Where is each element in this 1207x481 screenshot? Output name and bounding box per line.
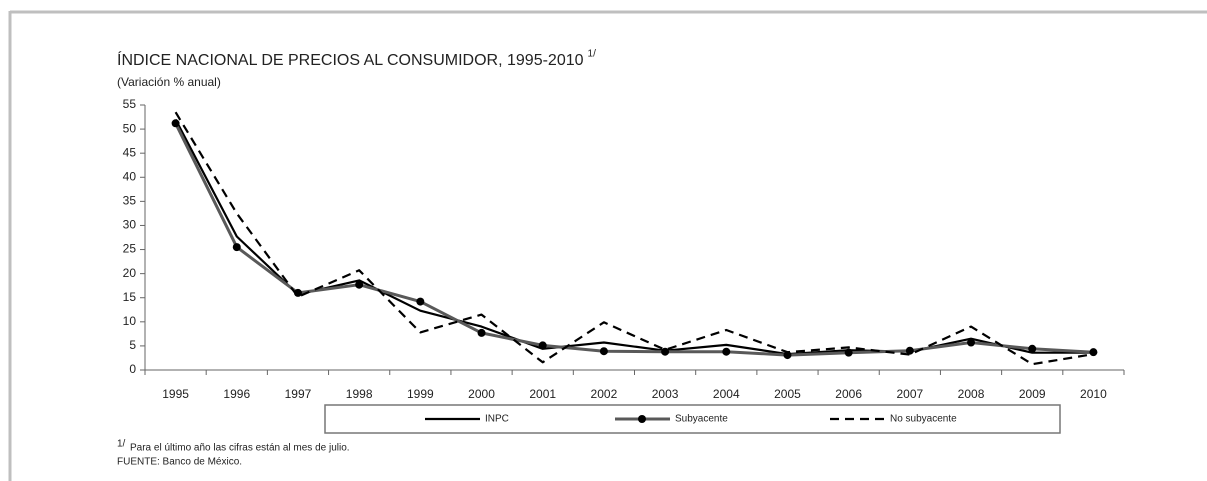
series-marker bbox=[1028, 344, 1037, 353]
series-marker bbox=[844, 348, 853, 357]
y-tick-label: 10 bbox=[123, 314, 137, 328]
series-line bbox=[174, 111, 1094, 366]
y-tick-label: 30 bbox=[123, 218, 137, 232]
x-tick-label: 2006 bbox=[835, 387, 862, 401]
x-tick-label: 1998 bbox=[346, 387, 373, 401]
x-tick-label: 2005 bbox=[774, 387, 801, 401]
series-line bbox=[174, 122, 1094, 357]
y-tick-label: 40 bbox=[123, 169, 137, 183]
chart-title: ÍNDICE NACIONAL DE PRECIOS AL CONSUMIDOR… bbox=[117, 50, 584, 69]
footnote: Para el último año las cifras están al m… bbox=[130, 443, 350, 454]
x-tick-label: 2001 bbox=[529, 387, 556, 401]
x-tick-label: 2010 bbox=[1080, 387, 1107, 401]
x-tick-label: 2008 bbox=[958, 387, 985, 401]
series-marker bbox=[477, 328, 486, 337]
series-marker bbox=[661, 347, 670, 356]
y-tick-label: 15 bbox=[123, 290, 137, 304]
footnote-marker: 1/ bbox=[117, 439, 126, 450]
x-tick-label: 1996 bbox=[223, 387, 250, 401]
legend-marker bbox=[638, 415, 646, 423]
x-tick-label: 2007 bbox=[896, 387, 923, 401]
legend-label: INPC bbox=[485, 414, 509, 425]
y-tick-label: 20 bbox=[123, 266, 137, 280]
y-tick-label: 45 bbox=[123, 145, 137, 159]
series-marker bbox=[416, 297, 425, 306]
series-marker bbox=[905, 346, 914, 355]
y-tick-label: 35 bbox=[123, 194, 137, 208]
source: FUENTE: Banco de México. bbox=[117, 457, 242, 468]
series-marker bbox=[232, 243, 241, 252]
legend-label: No subyacente bbox=[890, 414, 957, 425]
y-tick-label: 0 bbox=[129, 362, 136, 376]
title-note: 1/ bbox=[588, 49, 597, 60]
chart-subtitle: (Variación % anual) bbox=[117, 75, 221, 89]
series-marker bbox=[355, 280, 364, 289]
series-marker bbox=[538, 341, 547, 350]
series-marker bbox=[599, 347, 608, 356]
x-tick-label: 2003 bbox=[652, 387, 679, 401]
series-marker bbox=[967, 338, 976, 347]
x-tick-label: 1999 bbox=[407, 387, 434, 401]
y-tick-label: 25 bbox=[123, 242, 137, 256]
x-tick-label: 1995 bbox=[162, 387, 189, 401]
series-marker bbox=[1089, 348, 1098, 357]
legend-box bbox=[324, 404, 1061, 434]
series-marker bbox=[722, 347, 731, 356]
x-tick-label: 2000 bbox=[468, 387, 495, 401]
series-marker bbox=[171, 119, 180, 128]
x-tick-label: 2004 bbox=[713, 387, 740, 401]
legend-label: Subyacente bbox=[675, 414, 728, 425]
y-tick-label: 50 bbox=[123, 121, 137, 135]
y-tick-label: 55 bbox=[123, 97, 137, 111]
x-tick-label: 2002 bbox=[591, 387, 618, 401]
x-tick-label: 1997 bbox=[285, 387, 312, 401]
series-line bbox=[174, 118, 1094, 356]
y-tick-label: 5 bbox=[129, 338, 136, 352]
x-tick-label: 2009 bbox=[1019, 387, 1046, 401]
